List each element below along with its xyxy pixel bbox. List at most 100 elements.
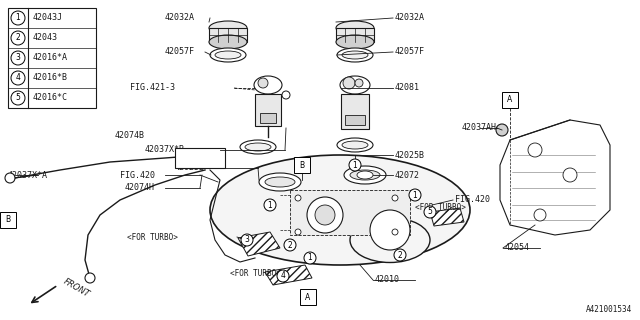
Circle shape (264, 199, 276, 211)
Ellipse shape (259, 173, 301, 191)
FancyBboxPatch shape (260, 113, 276, 123)
Text: <FOR TURBO>: <FOR TURBO> (127, 233, 178, 242)
FancyBboxPatch shape (294, 157, 310, 173)
Ellipse shape (245, 143, 271, 151)
Circle shape (11, 71, 25, 85)
Circle shape (392, 229, 398, 235)
Circle shape (355, 79, 363, 87)
Ellipse shape (210, 48, 246, 62)
Circle shape (534, 209, 546, 221)
Ellipse shape (344, 166, 386, 184)
Text: 2: 2 (15, 34, 20, 43)
Text: A421001534: A421001534 (586, 305, 632, 314)
FancyBboxPatch shape (0, 212, 16, 228)
Text: 3: 3 (244, 236, 250, 244)
Text: 42074B: 42074B (115, 131, 145, 140)
Text: 42037AH: 42037AH (462, 124, 497, 132)
Text: 42016*C: 42016*C (33, 93, 68, 102)
Bar (209, 28, 247, 42)
Text: 42016*A: 42016*A (33, 53, 68, 62)
Text: 42032A: 42032A (395, 13, 425, 22)
Text: 1: 1 (15, 13, 20, 22)
Circle shape (11, 11, 25, 25)
Text: FRONT: FRONT (62, 277, 92, 299)
Ellipse shape (337, 138, 373, 152)
Polygon shape (430, 208, 464, 226)
FancyBboxPatch shape (300, 289, 316, 305)
Circle shape (496, 124, 508, 136)
Text: 42037X*A: 42037X*A (8, 171, 48, 180)
Text: 2: 2 (397, 251, 403, 260)
Text: <FOR TURBO>: <FOR TURBO> (230, 269, 281, 278)
Circle shape (424, 206, 436, 218)
Polygon shape (238, 232, 280, 256)
FancyBboxPatch shape (255, 94, 281, 126)
Circle shape (349, 159, 361, 171)
Ellipse shape (342, 51, 368, 59)
Ellipse shape (209, 35, 247, 49)
Text: 4: 4 (280, 271, 285, 281)
Text: 42037X*B: 42037X*B (145, 146, 185, 155)
Text: 42081: 42081 (395, 84, 420, 92)
Circle shape (284, 239, 296, 251)
FancyBboxPatch shape (345, 115, 365, 125)
Ellipse shape (342, 141, 368, 149)
Text: B: B (5, 215, 11, 225)
Polygon shape (500, 120, 610, 235)
Ellipse shape (350, 170, 380, 180)
Ellipse shape (340, 76, 370, 94)
Circle shape (282, 91, 290, 99)
Ellipse shape (215, 51, 241, 59)
Circle shape (258, 78, 268, 88)
Ellipse shape (210, 155, 470, 265)
Text: FIG.421-3: FIG.421-3 (130, 84, 175, 92)
Ellipse shape (265, 177, 295, 187)
Circle shape (304, 252, 316, 264)
Ellipse shape (357, 171, 373, 179)
Text: 5: 5 (15, 93, 20, 102)
Text: A: A (305, 292, 310, 301)
Text: 5: 5 (428, 207, 433, 217)
Circle shape (563, 168, 577, 182)
Text: 42043: 42043 (33, 34, 58, 43)
Text: 42057F: 42057F (395, 47, 425, 57)
Text: FIG.420: FIG.420 (455, 196, 490, 204)
Ellipse shape (209, 21, 247, 35)
Text: 42057F: 42057F (165, 47, 195, 57)
Text: 1: 1 (308, 253, 312, 262)
Ellipse shape (240, 140, 276, 154)
Ellipse shape (254, 76, 282, 94)
Ellipse shape (350, 218, 430, 262)
Circle shape (241, 234, 253, 246)
Ellipse shape (337, 48, 373, 62)
Text: 1: 1 (353, 161, 357, 170)
Circle shape (11, 31, 25, 45)
Bar (336, 28, 374, 42)
FancyBboxPatch shape (290, 190, 410, 235)
FancyBboxPatch shape (502, 92, 518, 108)
Circle shape (394, 249, 406, 261)
Bar (8, 8, 96, 108)
Ellipse shape (336, 35, 374, 49)
Circle shape (277, 270, 289, 282)
Text: 42025B: 42025B (175, 164, 205, 172)
Circle shape (370, 210, 410, 250)
Text: 42016*B: 42016*B (33, 74, 68, 83)
Circle shape (315, 205, 335, 225)
Circle shape (528, 143, 542, 157)
FancyBboxPatch shape (341, 94, 369, 129)
Text: 42072: 42072 (395, 171, 420, 180)
Polygon shape (265, 265, 312, 285)
Circle shape (85, 273, 95, 283)
Text: 42025B: 42025B (395, 150, 425, 159)
Circle shape (307, 197, 343, 233)
Text: 42010: 42010 (375, 276, 400, 284)
Text: 42054: 42054 (505, 244, 530, 252)
Text: 42032A: 42032A (165, 13, 195, 22)
Text: 1: 1 (268, 201, 273, 210)
Text: B: B (300, 161, 305, 170)
Circle shape (343, 77, 355, 89)
Text: 42074H: 42074H (125, 183, 155, 193)
Text: 1: 1 (413, 190, 417, 199)
Circle shape (392, 195, 398, 201)
